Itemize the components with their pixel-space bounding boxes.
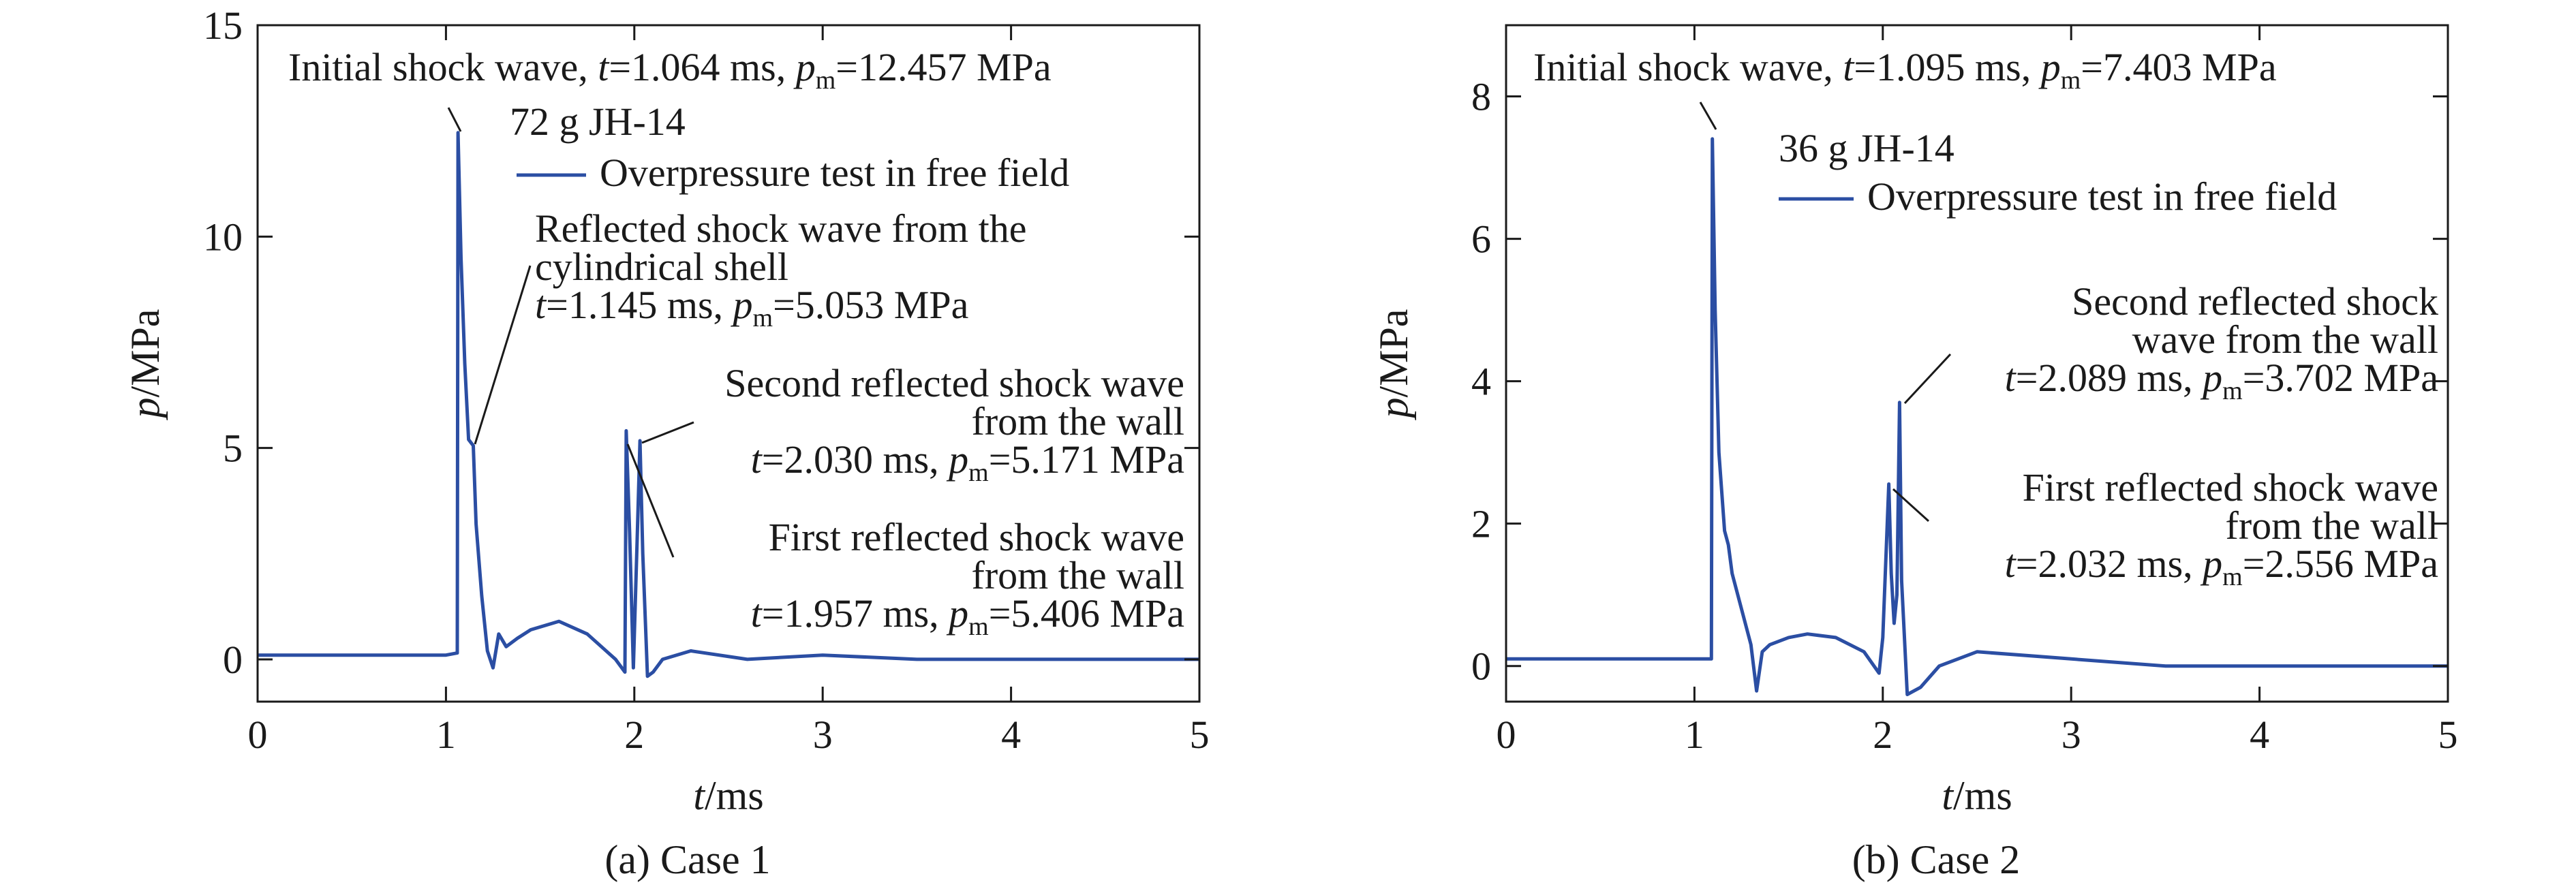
y-tick-label: 10 [203,215,243,259]
legend-entry: Overpressure test in free field [1867,174,2337,219]
x-tick-label: 0 [1497,713,1516,757]
annotation-text: Initial shock wave, t=1.064 ms, pm=12.45… [288,45,1052,95]
series-line-1 [258,131,1199,678]
annotation-text: wave from the wall [2132,317,2438,362]
annotation-text: First reflected shock wave [769,515,1184,559]
legend-title: 72 g JH-14 [510,99,686,144]
chart-panel-2: 0 1 2 3 4 5 0 2 4 6 8 t/ms p/MPa (b) Case 2 36 g JH-14… [1371,24,2458,882]
x-tick-label: 1 [436,713,456,757]
x-axis-label: t/ms [693,773,763,818]
annotation-text: from the wall [2226,503,2438,548]
series-line-1 [1506,137,2448,696]
annotation-text: t=2.032 ms, pm=2.556 MPa [2005,542,2438,591]
x-tick-label: 3 [813,713,833,757]
annotation-2: Reflected shock wave from thecylindrical… [474,206,1027,445]
annotation-text: Reflected shock wave from the [535,206,1027,251]
x-tick-label: 5 [2438,713,2458,757]
legend-title: 36 g JH-14 [1779,126,1954,170]
x-tick-label: 2 [1873,713,1892,757]
annotation-pointer [641,421,694,444]
y-tick-label: 2 [1471,502,1491,546]
x-tick-label: 3 [2061,713,2081,757]
annotation-text: from the wall [972,553,1184,597]
panel-caption: (b) Case 2 [1852,837,2021,882]
annotation-text: Second reflected shock wave [724,361,1184,405]
y-axis-label: p/MPa [123,309,168,420]
annotation-pointer [1903,353,1952,405]
x-tick-label: 0 [248,713,268,757]
y-tick-label: 0 [1471,644,1491,689]
annotation-pointer [626,443,675,558]
annotation-pointer [1892,488,1930,522]
annotation-pointer [474,265,532,445]
annotation-text: t=1.145 ms, pm=5.053 MPa [535,283,968,332]
x-tick-label: 2 [624,713,644,757]
y-tick-label: 0 [223,638,243,682]
y-tick-label: 15 [203,3,243,48]
x-tick-label: 4 [1001,713,1021,757]
annotation-text: Second reflected shock [2072,279,2438,324]
plot-frame [1505,24,2449,703]
legend: 72 g JH-14 Overpressure test in free fiel… [510,99,1069,195]
panel-caption: (a) Case 1 [604,837,770,882]
annotation-pointer [447,107,462,132]
legend-entry: Overpressure test in free field [600,151,1069,195]
x-tick-label: 1 [1685,713,1704,757]
annotation-text: t=1.957 ms, pm=5.406 MPa [751,591,1184,641]
y-tick-label: 4 [1471,360,1491,404]
y-tick-label: 8 [1471,75,1491,119]
annotation-text: cylindrical shell [535,245,788,289]
annotation-pointer [1699,101,1717,130]
annotation-1: Initial shock wave, t=1.095 ms, pm=7.403… [1533,45,2277,130]
chart-panel-1: 0 1 2 3 4 5 0 5 10 15 t/ms p/MPa (a) Case 1 72 g JH-1… [123,3,1210,882]
x-axis-label: t/ms [1942,773,2012,818]
x-tick-label: 4 [2250,713,2269,757]
y-tick-label: 5 [223,426,243,471]
annotation-1: Initial shock wave, t=1.064 ms, pm=12.45… [288,45,1052,132]
y-axis-label: p/MPa [1371,309,1416,420]
x-tick-label: 5 [1190,713,1210,757]
annotation-text: from the wall [972,399,1184,443]
annotation-text: First reflected shock wave [2023,465,2438,510]
annotation-text: t=2.089 ms, pm=3.702 MPa [2005,356,2438,405]
annotation-text: Initial shock wave, t=1.095 ms, pm=7.403… [1533,45,2277,95]
y-tick-label: 6 [1471,217,1491,262]
plot-frame [256,24,1201,703]
annotation-text: t=2.030 ms, pm=5.171 MPa [751,437,1184,487]
